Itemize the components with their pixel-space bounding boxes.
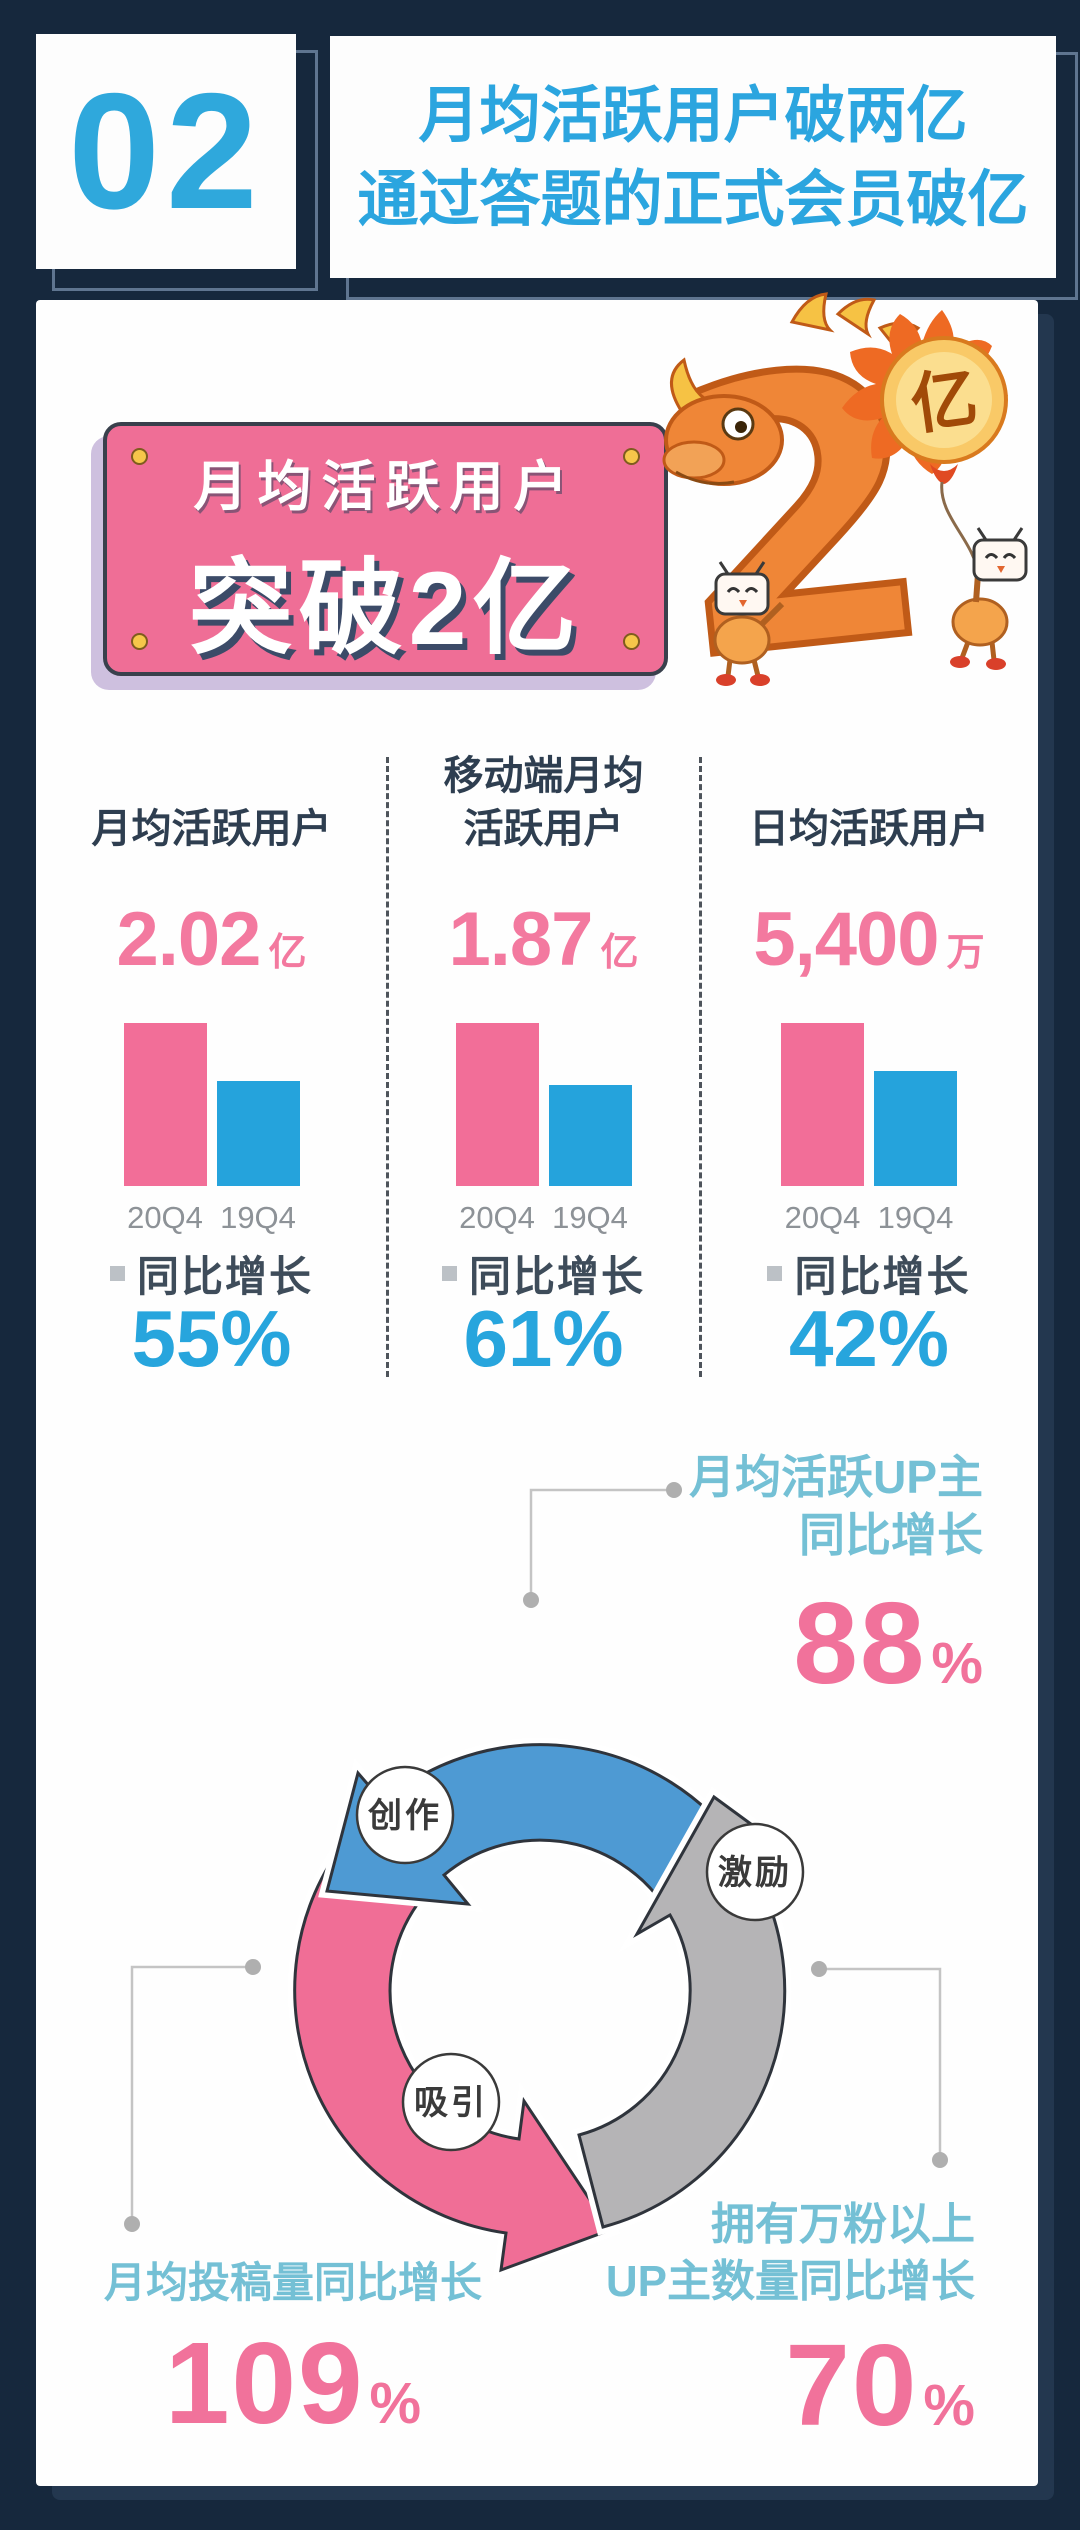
bar-20q4 bbox=[781, 1023, 864, 1186]
growth-row: 同比增长 bbox=[387, 1243, 700, 1304]
stat-label-line2: 同比增长 bbox=[799, 1509, 983, 1561]
10k-fans-up-growth-stat: 拥有万粉以上 UP主数量同比增长 70 % bbox=[606, 2196, 975, 2452]
category-label: 20Q4 bbox=[459, 1200, 535, 1235]
stat-value: 1.87 亿 bbox=[387, 896, 700, 983]
bar-categories: 20Q4 19Q4 bbox=[387, 1200, 700, 1236]
stat-value: 5,400 万 bbox=[700, 896, 1038, 983]
growth-percent: 42% bbox=[788, 1294, 950, 1383]
bar-categories: 20Q4 19Q4 bbox=[700, 1200, 1038, 1236]
growth-percent: 61% bbox=[463, 1294, 624, 1383]
section-title-line1: 月均活跃用户破两亿 bbox=[418, 81, 968, 149]
legend-square-icon bbox=[109, 1266, 125, 1281]
stat-value-unit: 亿 bbox=[600, 932, 639, 974]
stat-title: 移动端月均 活跃用户 bbox=[443, 754, 644, 851]
node-incentivize: 激励 bbox=[718, 1854, 792, 1892]
percent-value: 70 bbox=[785, 2320, 919, 2450]
percent-value: 109 bbox=[164, 2318, 365, 2448]
dragon-fin-icon bbox=[835, 297, 877, 339]
growth-label: 同比增长 bbox=[794, 1253, 971, 1300]
bar-20q4 bbox=[455, 1023, 539, 1186]
percent-sign: % bbox=[923, 2373, 975, 2438]
stat-label-line1: 拥有万粉以上 bbox=[711, 2200, 975, 2249]
stat-value-number: 5,400 bbox=[753, 897, 939, 982]
stat-value-unit: 亿 bbox=[268, 932, 307, 974]
cycle-diagram: 创作 激励 吸引 bbox=[124, 1482, 948, 2281]
node-create: 创作 bbox=[367, 1797, 442, 1835]
stat-column-dau: 日均活跃用户 5,400 万 20Q4 19Q4 同比增长 42% bbox=[700, 300, 1038, 1400]
bar-19q4 bbox=[548, 1085, 632, 1186]
bar-categories: 20Q4 19Q4 bbox=[36, 1200, 387, 1236]
stat-value-unit: 万 bbox=[946, 932, 985, 974]
stat-column-mau: 月均活跃用户 2.02 亿 20Q4 19Q4 同比增长 55% bbox=[36, 300, 387, 1400]
growth-percent: 55% bbox=[131, 1294, 292, 1383]
rivet-icon bbox=[623, 633, 640, 650]
stat-column-mobile-mau: 移动端月均 活跃用户 1.87 亿 20Q4 19Q4 同比增长 61% bbox=[387, 300, 700, 1400]
bar-chart bbox=[700, 1023, 1038, 1186]
category-label: 20Q4 bbox=[784, 1200, 861, 1235]
category-label: 19Q4 bbox=[220, 1200, 296, 1235]
growth-row: 同比增长 bbox=[36, 1243, 387, 1304]
category-label: 19Q4 bbox=[877, 1200, 954, 1235]
stat-label-line1: 月均投稿量同比增长 bbox=[103, 2259, 482, 2306]
growth-label: 同比增长 bbox=[136, 1253, 313, 1300]
stat-label-line1: 月均活跃UP主 bbox=[689, 1451, 983, 1503]
bar-chart bbox=[387, 1023, 700, 1186]
up-growth-stat: 月均活跃UP主 同比增长 88 % bbox=[689, 1448, 983, 1710]
percent-value: 88 bbox=[793, 1578, 927, 1708]
submission-growth-stat: 月均投稿量同比增长 109 % bbox=[88, 2256, 498, 2450]
rivet-icon bbox=[131, 448, 148, 465]
dragon-illustration: 2 亿 bbox=[645, 292, 1028, 722]
mau-badge: 月均活跃用户 突破2亿 bbox=[103, 422, 668, 676]
stat-value: 2.02 亿 bbox=[36, 896, 387, 983]
section-number: 02 bbox=[68, 59, 264, 243]
percent-sign: % bbox=[931, 1631, 983, 1696]
badge-value: 突破2亿 bbox=[188, 551, 583, 667]
stat-percent: 109 % bbox=[88, 2316, 498, 2450]
tv-mascot-icon bbox=[950, 527, 1028, 670]
stat-title: 日均活跃用户 bbox=[749, 807, 989, 851]
connector-lines bbox=[130, 1488, 942, 2224]
section-title-line2: 通过答题的正式会员破亿 bbox=[357, 165, 1029, 233]
dragon-fin-icon bbox=[789, 292, 835, 333]
bar-19q4 bbox=[216, 1081, 300, 1186]
percent-sign: % bbox=[369, 2371, 422, 2436]
stat-percent: 70 % bbox=[606, 2318, 975, 2452]
node-attract: 吸引 bbox=[414, 2084, 488, 2122]
balloon-knot bbox=[930, 464, 958, 484]
category-label: 20Q4 bbox=[127, 1200, 203, 1235]
growth-label: 同比增长 bbox=[468, 1253, 645, 1300]
rivet-icon bbox=[131, 633, 148, 650]
stat-percent: 88 % bbox=[689, 1576, 983, 1710]
rivet-icon bbox=[623, 448, 640, 465]
section-title-box: 月均活跃用户破两亿 通过答题的正式会员破亿 bbox=[330, 36, 1056, 278]
yi-balloon-icon: 亿 bbox=[842, 310, 1008, 575]
bar-chart bbox=[36, 1023, 387, 1186]
column-divider bbox=[699, 757, 702, 1377]
stat-title: 月均活跃用户 bbox=[91, 807, 332, 851]
stat-value-number: 1.87 bbox=[448, 897, 594, 982]
legend-square-icon bbox=[767, 1266, 783, 1281]
section-number-box: 02 bbox=[36, 34, 296, 269]
bar-19q4 bbox=[874, 1071, 957, 1186]
balloon-char: 亿 bbox=[906, 360, 982, 442]
tv-mascot-icon bbox=[713, 561, 785, 686]
bar-20q4 bbox=[123, 1023, 207, 1186]
cycle-nodes: 创作 激励 吸引 bbox=[355, 1765, 805, 2152]
column-divider bbox=[386, 757, 389, 1377]
dragon-head bbox=[662, 357, 784, 486]
stat-label-line2: UP主数量同比增长 bbox=[605, 2257, 975, 2306]
cycle-arrow-pink bbox=[287, 1829, 621, 2281]
connector-dots bbox=[124, 1482, 948, 2232]
stat-value-number: 2.02 bbox=[116, 897, 262, 982]
badge-title: 月均活跃用户 bbox=[193, 457, 578, 517]
growth-row: 同比增长 bbox=[700, 1243, 1038, 1304]
category-label: 19Q4 bbox=[552, 1200, 628, 1235]
legend-square-icon bbox=[441, 1266, 457, 1281]
